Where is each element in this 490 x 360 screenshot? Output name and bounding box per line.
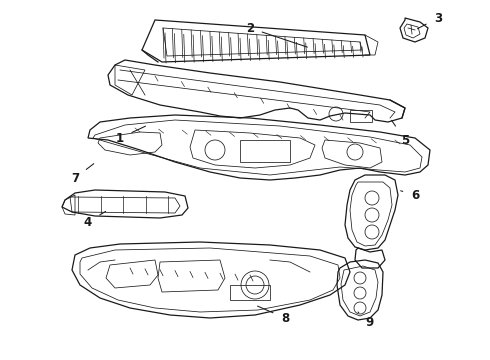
Bar (350, 110, 372, 122)
Text: 9: 9 (358, 312, 374, 328)
Text: 5: 5 (392, 120, 409, 147)
Text: 1: 1 (116, 126, 146, 144)
Text: 7: 7 (71, 164, 94, 185)
Text: 6: 6 (401, 189, 419, 202)
Text: 2: 2 (246, 22, 307, 47)
Text: 4: 4 (84, 211, 106, 229)
Bar (240, 140, 290, 162)
Text: 8: 8 (258, 306, 289, 324)
Bar (230, 285, 270, 300)
Text: 3: 3 (417, 12, 442, 29)
